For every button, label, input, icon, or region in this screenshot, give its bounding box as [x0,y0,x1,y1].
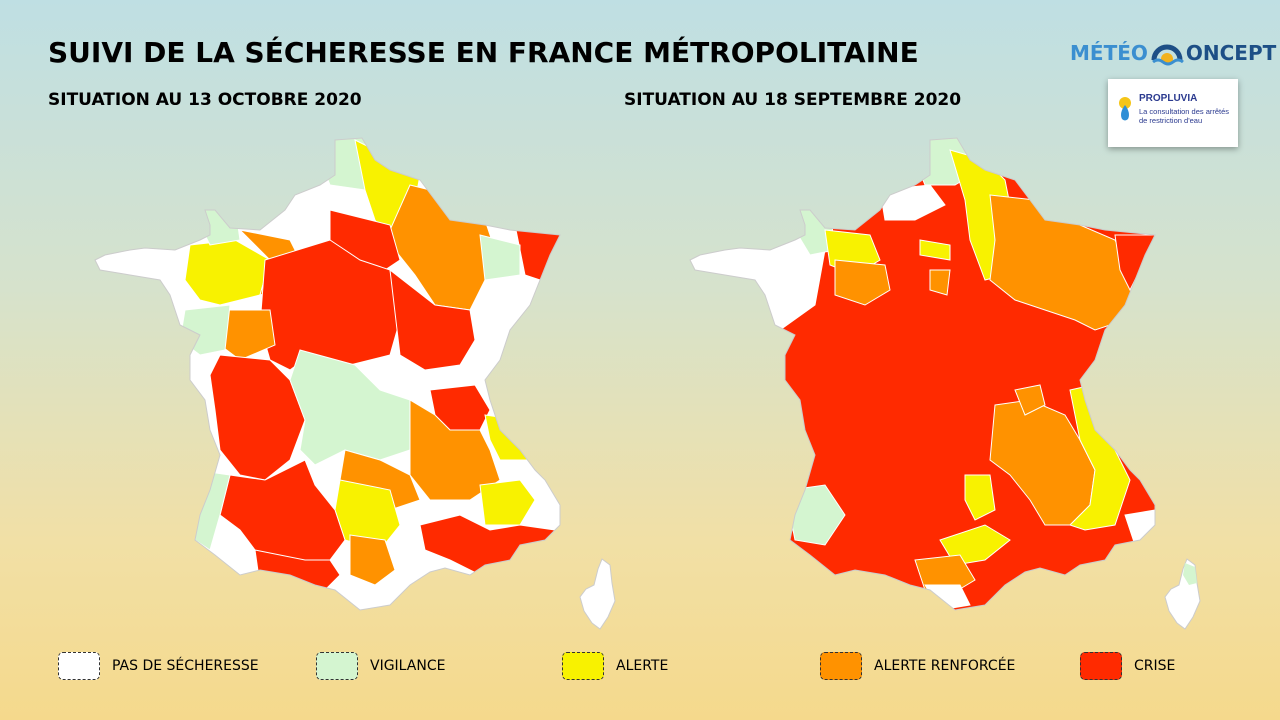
region-gard-renforcee [349,534,396,586]
legend: PAS DE SÉCHERESSE VIGILANCE ALERTE ALERT… [0,652,1280,692]
legend-item-vigilance: VIGILANCE [316,652,445,680]
legend-label: CRISE [1134,658,1176,674]
propluvia-logo-icon [1119,97,1131,121]
legend-item-none: PAS DE SÉCHERESSE [58,652,259,680]
legend-swatch [820,652,862,680]
legend-swatch [562,652,604,680]
page-title: SUIVI DE LA SÉCHERESSE EN FRANCE MÉTROPO… [48,36,919,69]
legend-item-alerte: ALERTE [562,652,668,680]
legend-label: ALERTE RENFORCÉE [874,658,1016,674]
legend-item-renforcee: ALERTE RENFORCÉE [820,652,1015,680]
region-alpes-renforcee [409,399,501,501]
corse-septembre [1164,558,1201,630]
brand-part1: MÉTÉO [1070,41,1148,65]
region-alpes-alerte [479,479,536,526]
region-paris-renforcee [929,269,951,296]
region-orne-renforcee [834,259,891,306]
region-bretagne-vigilance [179,304,231,356]
legend-label: VIGILANCE [370,658,446,674]
region-centre-crise [259,239,401,371]
legend-swatch [1080,652,1122,680]
meteo-concept-logo: MÉTÉO ONCEPT [1070,38,1276,68]
legend-swatch [316,652,358,680]
map-left-subtitle: SITUATION AU 13 OCTOBRE 2020 [48,90,362,110]
region-puy-alerte [964,474,996,521]
brand-part2: ONCEPT [1185,41,1277,65]
region-normandie-alerte [184,239,271,306]
propluvia-badge: PROPLUVIA La consultation des arrêtés de… [1108,79,1238,147]
badge-description: La consultation des arrêtés de restricti… [1139,107,1230,125]
region-pdc-none [879,184,946,221]
corse-octobre [579,558,616,630]
map-right-subtitle: SITUATION AU 18 SEPTEMBRE 2020 [624,90,962,110]
legend-item-crise: CRISE [1080,652,1175,680]
map-octobre [94,137,561,611]
legend-label: PAS DE SÉCHERESSE [112,658,259,674]
sun-wave-icon [1151,44,1184,66]
region-paris-alerte [919,239,951,261]
region-jura-renforcee [1014,384,1046,416]
legend-label: ALERTE [616,658,669,674]
region-ardennes-vigilance [479,234,521,281]
legend-swatch [58,652,100,680]
badge-name: PROPLUVIA [1139,93,1198,104]
map-septembre [689,137,1156,611]
region-bourgogne-crise [389,268,476,371]
